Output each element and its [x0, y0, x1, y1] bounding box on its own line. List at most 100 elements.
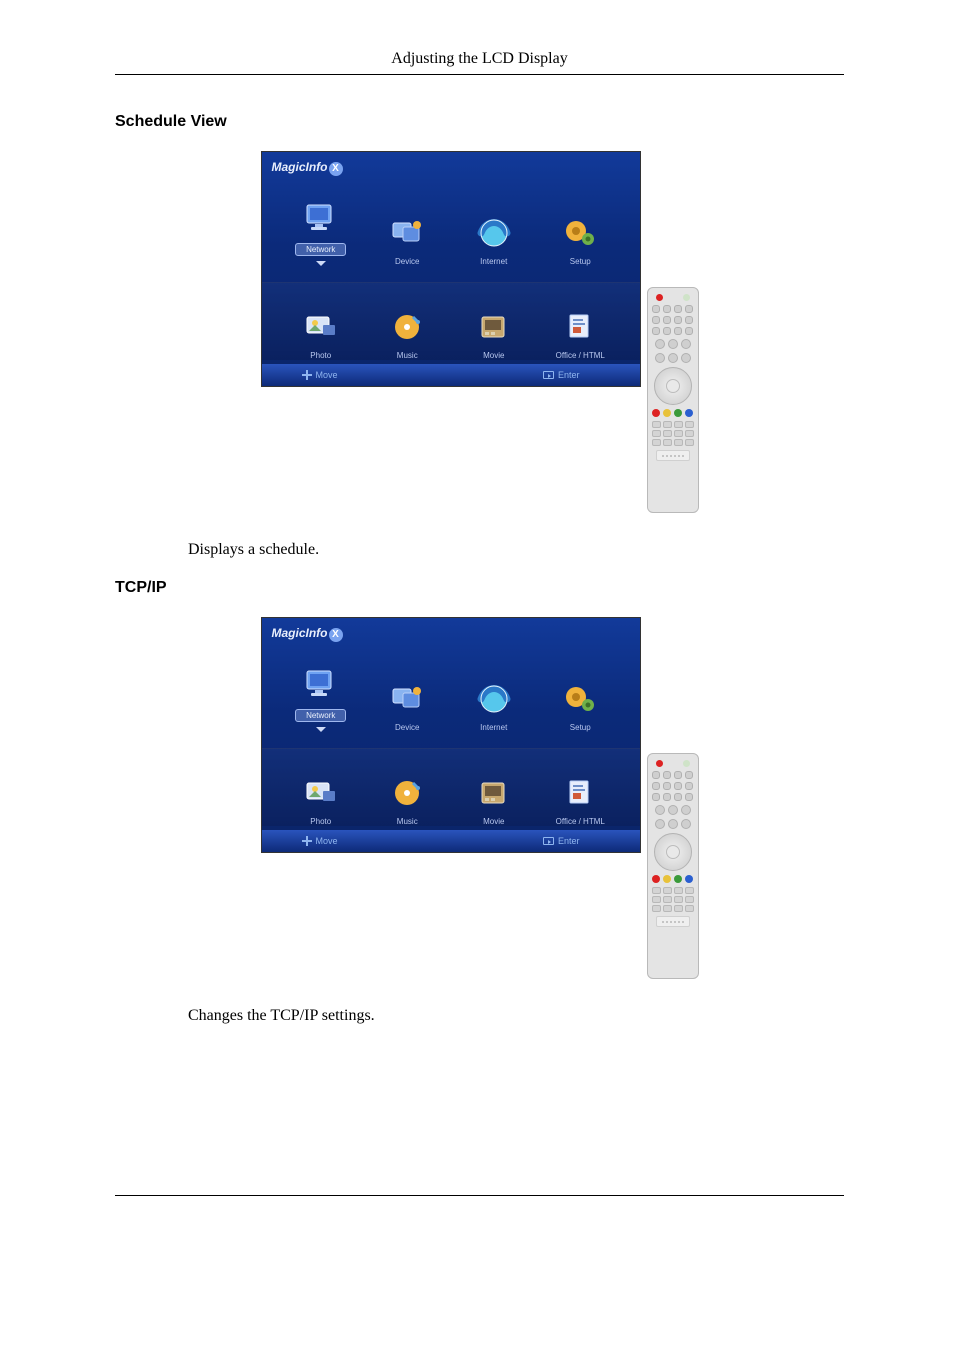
remote-dpad — [654, 367, 692, 405]
indicator-dot-icon — [683, 294, 690, 301]
footer-enter: Enter — [543, 836, 580, 846]
remote-mid-row-2 — [655, 819, 691, 829]
power-dot-icon — [656, 294, 663, 301]
section-heading-tcpip: TCP/IP — [115, 579, 844, 597]
footer-move-label: Move — [316, 836, 338, 846]
document-icon — [560, 307, 600, 347]
logo-text: MagicInfo — [272, 160, 328, 174]
tile-music[interactable]: Music — [366, 773, 448, 826]
magicinfo-screen: MagicInfoX Network Device — [261, 151, 641, 387]
remote-num-grid — [652, 771, 693, 801]
remote-color-row — [652, 875, 693, 883]
magicinfo-logo: MagicInfoX — [272, 160, 343, 176]
document-icon — [560, 773, 600, 813]
movie-icon — [474, 307, 514, 347]
remote-control — [647, 287, 699, 513]
remote-foot — [656, 450, 690, 461]
device-icon — [387, 679, 427, 719]
magicinfo-logo: MagicInfoX — [272, 626, 343, 642]
menu-row-1: Network Device Internet — [262, 188, 640, 266]
remote-top-row — [652, 760, 694, 767]
screen-footer-bar: Move Enter — [262, 830, 640, 852]
gear-icon — [560, 679, 600, 719]
tile-internet[interactable]: Internet — [453, 679, 535, 732]
gear-icon — [560, 213, 600, 253]
tile-label: Network — [295, 243, 346, 256]
schedule-description: Displays a schedule. — [188, 541, 844, 559]
monitor-icon — [301, 665, 341, 705]
tile-music[interactable]: Music — [366, 307, 448, 360]
tile-device[interactable]: Device — [366, 213, 448, 266]
tile-label: Network — [295, 709, 346, 722]
tile-label: Photo — [310, 817, 331, 826]
tcpip-description: Changes the TCP/IP settings. — [188, 1007, 844, 1025]
tile-label: Music — [397, 817, 418, 826]
remote-mid-row — [655, 339, 691, 349]
movie-icon — [474, 773, 514, 813]
page-bottom-rule — [115, 1195, 844, 1196]
remote-color-row — [652, 409, 693, 417]
remote-bottom-grid — [652, 421, 694, 446]
menu-row-1: Network Device Internet — [262, 654, 640, 732]
tile-label: Setup — [570, 257, 591, 266]
footer-enter-label: Enter — [558, 370, 580, 380]
figure-schedule: MagicInfoX Network Device — [115, 151, 844, 513]
logo-x-icon: X — [329, 628, 343, 642]
tile-photo[interactable]: Photo — [280, 773, 362, 826]
remote-control — [647, 753, 699, 979]
remote-bottom-grid — [652, 887, 694, 912]
enter-icon — [543, 371, 554, 379]
indicator-dot-icon — [683, 760, 690, 767]
tile-label: Photo — [310, 351, 331, 360]
tile-photo[interactable]: Photo — [280, 307, 362, 360]
remote-mid-row — [655, 805, 691, 815]
tile-setup[interactable]: Setup — [539, 679, 621, 732]
internet-icon — [474, 213, 514, 253]
tile-setup[interactable]: Setup — [539, 213, 621, 266]
tile-movie[interactable]: Movie — [453, 773, 535, 826]
footer-move-label: Move — [316, 370, 338, 380]
tile-internet[interactable]: Internet — [453, 213, 535, 266]
tile-label: Movie — [483, 817, 504, 826]
move-icon — [302, 370, 312, 380]
tile-label: Movie — [483, 351, 504, 360]
monitor-icon — [301, 199, 341, 239]
magicinfo-screen: MagicInfoX Network Device — [261, 617, 641, 853]
tile-label: Device — [395, 257, 419, 266]
internet-icon — [474, 679, 514, 719]
footer-enter-label: Enter — [558, 836, 580, 846]
page: Adjusting the LCD Display Schedule View … — [0, 0, 954, 1256]
menu-row-2: Photo Music Movie — [262, 282, 640, 360]
page-header-title: Adjusting the LCD Display — [115, 50, 844, 75]
footer-move: Move — [302, 370, 338, 380]
power-dot-icon — [656, 760, 663, 767]
tile-label: Office / HTML — [556, 817, 605, 826]
footer-move: Move — [302, 836, 338, 846]
tile-movie[interactable]: Movie — [453, 307, 535, 360]
enter-icon — [543, 837, 554, 845]
section-heading-schedule: Schedule View — [115, 113, 844, 131]
music-icon — [387, 307, 427, 347]
tile-network[interactable]: Network — [280, 199, 362, 266]
remote-num-grid — [652, 305, 693, 335]
move-icon — [302, 836, 312, 846]
tile-device[interactable]: Device — [366, 679, 448, 732]
logo-x-icon: X — [329, 162, 343, 176]
tile-office[interactable]: Office / HTML — [539, 773, 621, 826]
tile-office[interactable]: Office / HTML — [539, 307, 621, 360]
music-icon — [387, 773, 427, 813]
photo-icon — [301, 773, 341, 813]
remote-mid-row-2 — [655, 353, 691, 363]
menu-row-2: Photo Music Movie — [262, 748, 640, 826]
tile-network[interactable]: Network — [280, 665, 362, 732]
remote-foot — [656, 916, 690, 927]
figure-tcpip: MagicInfoX Network Device — [115, 617, 844, 979]
tile-label: Internet — [480, 257, 507, 266]
remote-top-row — [652, 294, 694, 301]
tile-label: Setup — [570, 723, 591, 732]
remote-dpad — [654, 833, 692, 871]
tile-label: Music — [397, 351, 418, 360]
footer-enter: Enter — [543, 370, 580, 380]
photo-icon — [301, 307, 341, 347]
logo-text: MagicInfo — [272, 626, 328, 640]
